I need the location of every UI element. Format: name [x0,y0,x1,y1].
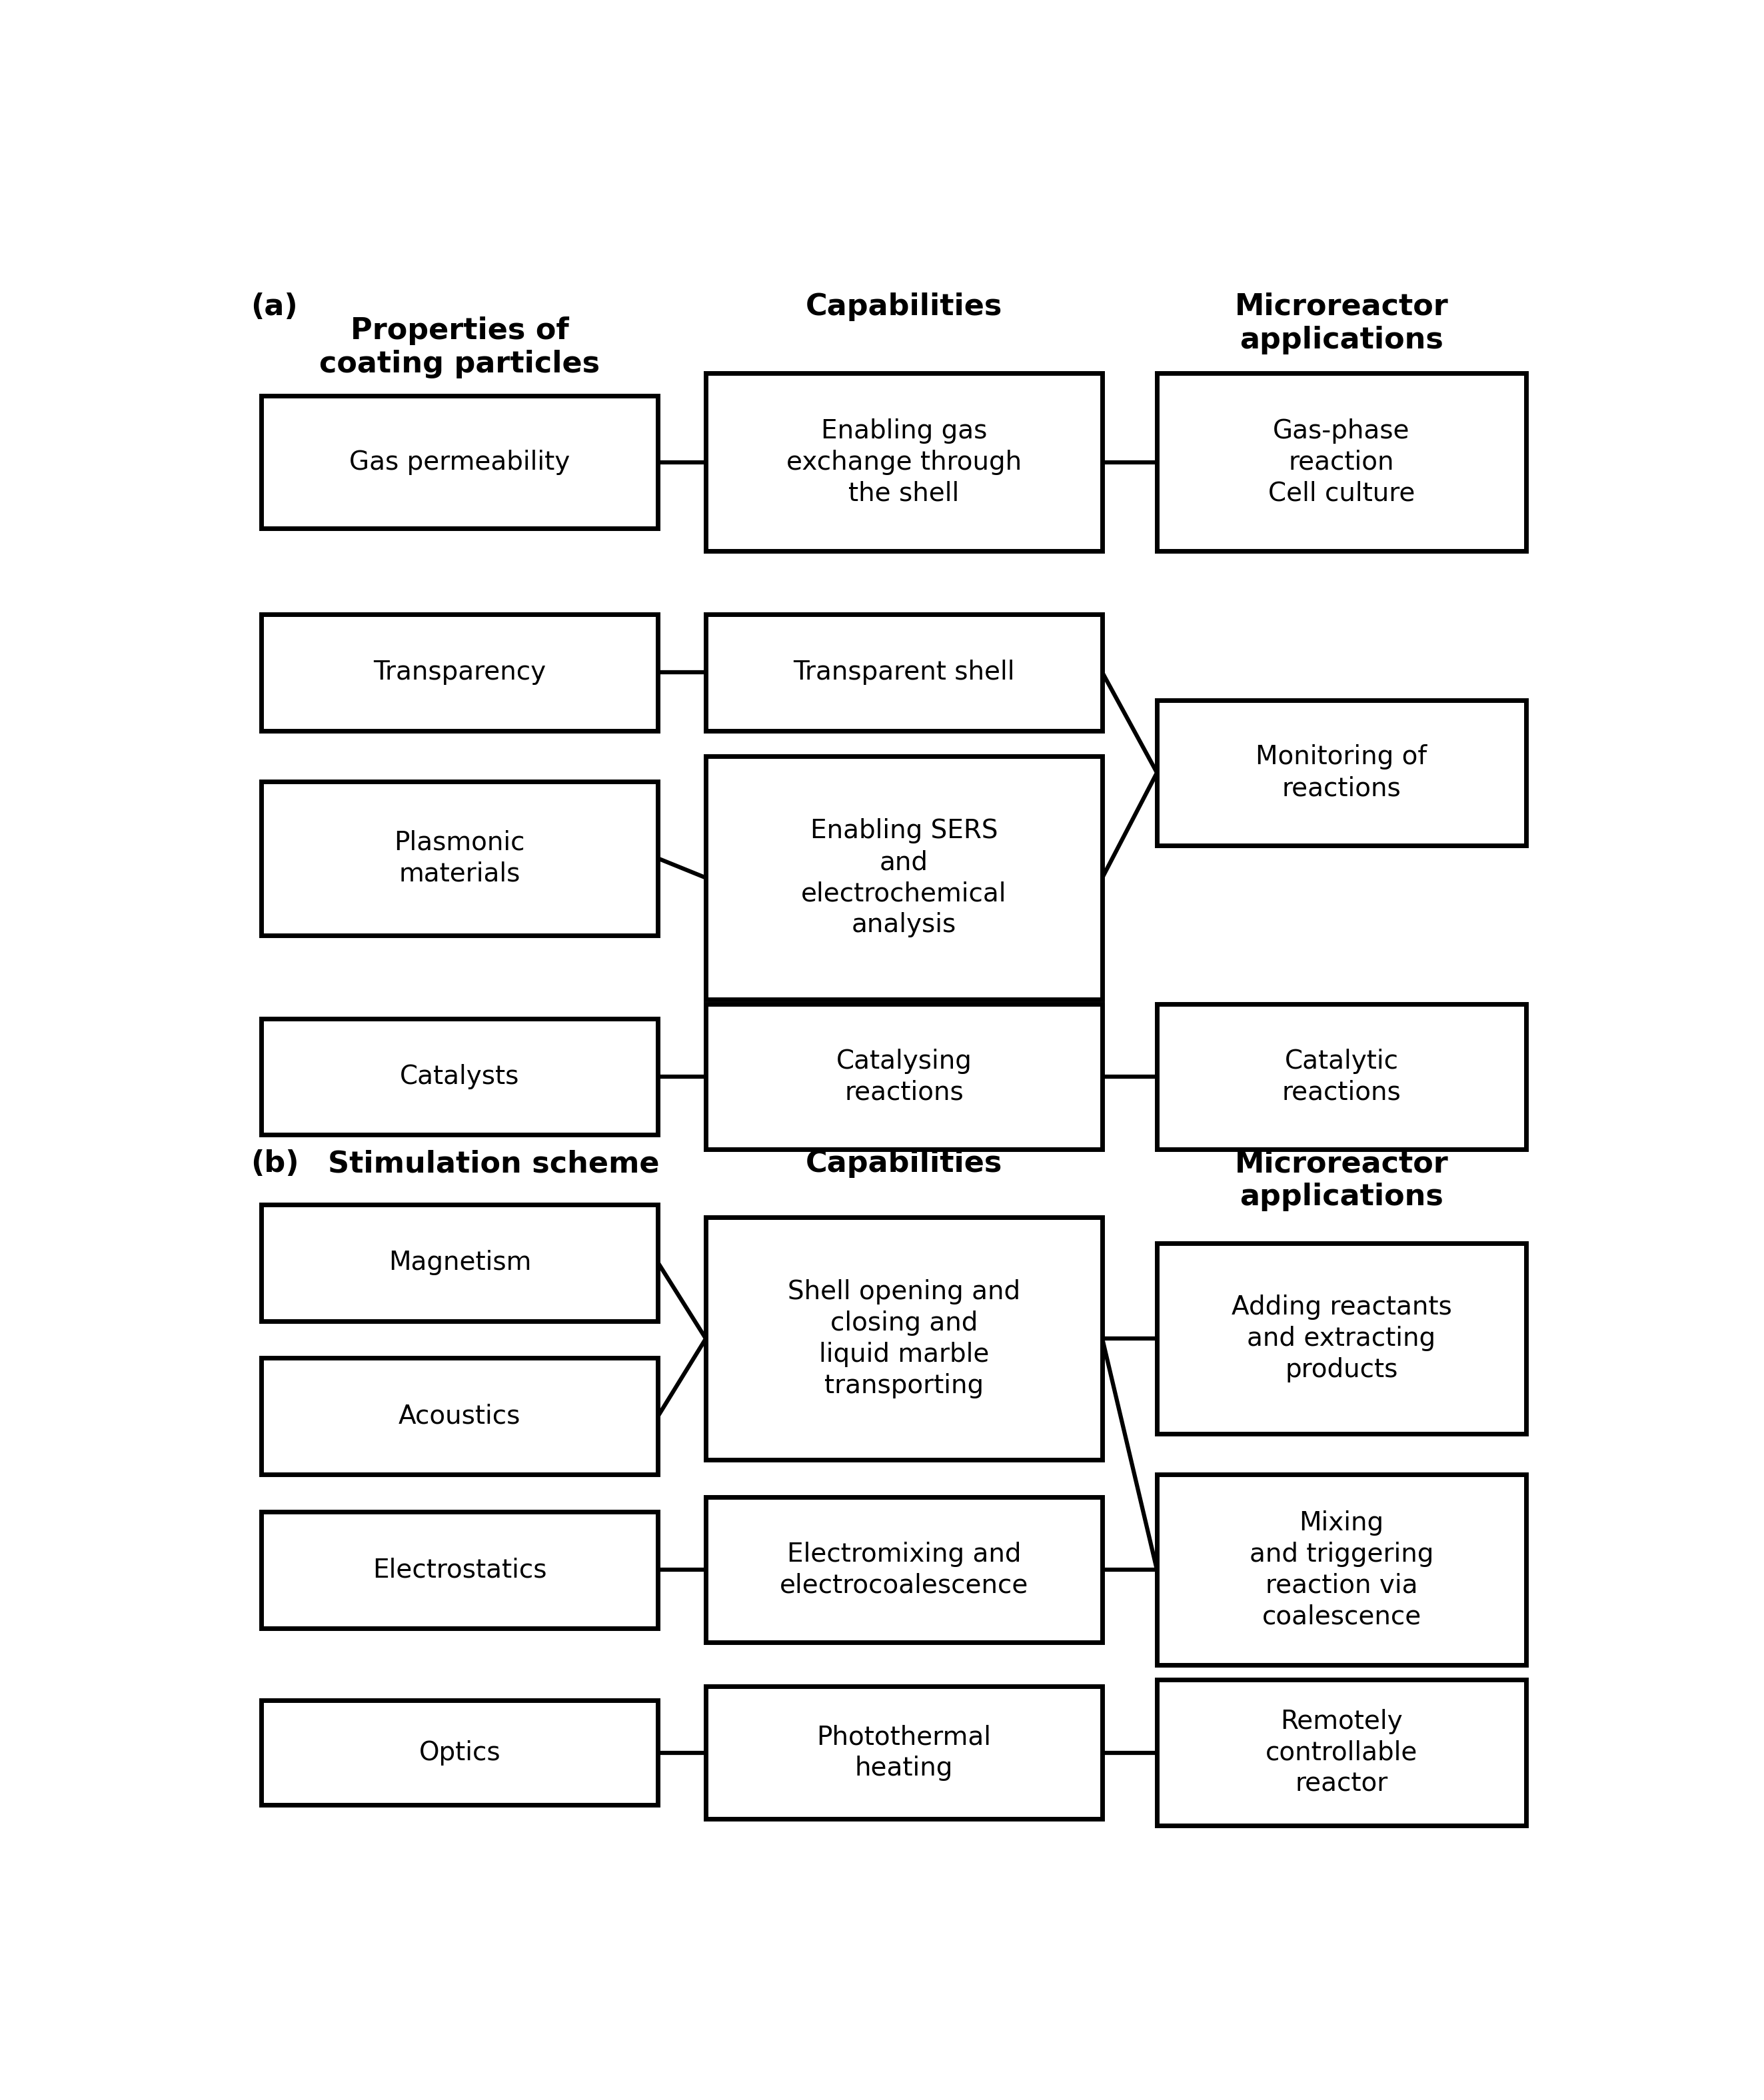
Text: Magnetism: Magnetism [388,1250,531,1275]
Text: Catalysing
reactions: Catalysing reactions [836,1048,972,1105]
Text: (b): (b) [250,1149,298,1178]
Bar [261,1019,658,1134]
Text: Stimulation scheme: Stimulation scheme [328,1149,660,1178]
Text: Mixing
and triggering
reaction via
coalescence: Mixing and triggering reaction via coale… [1249,1510,1434,1630]
Text: Remotely
controllable
reactor: Remotely controllable reactor [1265,1709,1418,1795]
Bar [261,1512,658,1628]
Bar [1157,1680,1526,1825]
Text: Microreactor
applications: Microreactor applications [1235,1149,1448,1212]
Text: Acoustics: Acoustics [399,1403,520,1428]
Bar [706,613,1102,731]
Bar [1157,1004,1526,1149]
Bar [1157,1474,1526,1665]
Text: Monitoring of
reactions: Monitoring of reactions [1256,743,1427,800]
Text: Gas permeability: Gas permeability [349,449,570,475]
Bar [261,1205,658,1321]
Text: Microreactor
applications: Microreactor applications [1235,292,1448,355]
Text: Capabilities: Capabilities [806,292,1002,321]
Text: Enabling gas
exchange through
the shell: Enabling gas exchange through the shell [787,418,1021,506]
Bar [261,397,658,529]
Bar [1157,374,1526,550]
Text: Shell opening and
closing and
liquid marble
transporting: Shell opening and closing and liquid mar… [789,1279,1020,1399]
Text: (a): (a) [250,292,298,321]
Text: Catalytic
reactions: Catalytic reactions [1282,1048,1401,1105]
Bar [706,1004,1102,1149]
Bar [261,1701,658,1806]
Text: Catalysts: Catalysts [400,1065,520,1090]
Bar [1157,699,1526,846]
Text: Transparent shell: Transparent shell [794,659,1014,685]
Bar [261,1359,658,1474]
Text: Transparency: Transparency [374,659,547,685]
Text: Properties of
coating particles: Properties of coating particles [319,317,600,378]
Text: Photothermal
heating: Photothermal heating [817,1724,991,1781]
Text: Electromixing and
electrocoalescence: Electromixing and electrocoalescence [780,1541,1028,1598]
Bar [261,781,658,935]
Bar [706,1686,1102,1819]
Bar [261,613,658,731]
Bar [706,1218,1102,1460]
Text: Adding reactants
and extracting
products: Adding reactants and extracting products [1231,1296,1452,1382]
Bar [706,756,1102,1000]
Bar [706,1497,1102,1642]
Text: Plasmonic
materials: Plasmonic materials [395,830,526,886]
Bar [1157,1243,1526,1434]
Text: Electrostatics: Electrostatics [372,1558,547,1583]
Text: Capabilities: Capabilities [806,1149,1002,1178]
Text: Optics: Optics [418,1741,501,1766]
Bar [706,374,1102,550]
Text: Gas-phase
reaction
Cell culture: Gas-phase reaction Cell culture [1268,418,1415,506]
Text: Enabling SERS
and
electrochemical
analysis: Enabling SERS and electrochemical analys… [801,819,1007,937]
